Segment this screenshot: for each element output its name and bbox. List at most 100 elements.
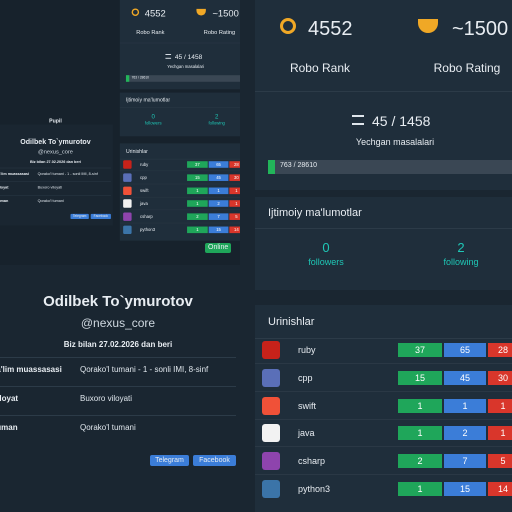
progress-bar: 763 / 28610 bbox=[268, 160, 512, 174]
divider bbox=[255, 91, 512, 92]
following-count[interactable]: 2 bbox=[457, 240, 465, 255]
language-icon bbox=[123, 186, 132, 195]
following-count[interactable]: 2 bbox=[214, 112, 219, 120]
trophy-icon bbox=[196, 8, 206, 16]
solved-value: 45 / 1458 bbox=[174, 53, 203, 61]
attempts-badge: 45 bbox=[444, 370, 486, 385]
attempts-badge: 15 bbox=[444, 482, 486, 496]
accepted-badge: 15 bbox=[398, 370, 442, 385]
joined: Biz bilan 27.02.2026 dan beri bbox=[63, 340, 173, 349]
wrong-badge: 30 bbox=[229, 174, 240, 181]
social-title: Ijtimoiy ma'lumotlar bbox=[268, 207, 362, 219]
wrong-badge: 1 bbox=[488, 398, 512, 413]
username: @nexus_core bbox=[38, 148, 73, 156]
language-icon bbox=[262, 396, 280, 415]
accepted-badge: 2 bbox=[187, 213, 208, 221]
divider bbox=[255, 338, 512, 339]
row-divider bbox=[255, 390, 512, 392]
list-icon bbox=[352, 115, 364, 125]
attempts-badge: 1 bbox=[444, 398, 486, 413]
language-icon bbox=[262, 341, 280, 359]
language-icon bbox=[262, 368, 280, 387]
attempts-badge: 7 bbox=[444, 454, 486, 469]
detail-value: Qorako'l tumani bbox=[80, 423, 136, 432]
accepted-badge: 1 bbox=[187, 200, 208, 207]
thumbnail: Pupil Odilbek To`ymurotov @nexus_core Biz b… bbox=[0, 0, 240, 265]
wrong-badge: 28 bbox=[488, 343, 512, 357]
social-link[interactable]: Facebook bbox=[90, 213, 111, 220]
language-name: java bbox=[298, 428, 315, 439]
language-name: ruby bbox=[140, 162, 149, 167]
accepted-badge: 1 bbox=[187, 226, 208, 234]
language-icon bbox=[123, 199, 132, 208]
detail-divider bbox=[0, 357, 236, 358]
wrong-badge: 1 bbox=[229, 200, 240, 207]
row-divider bbox=[255, 446, 512, 448]
wrong-badge: 1 bbox=[488, 426, 512, 441]
social-card bbox=[255, 197, 512, 290]
detail-value: Qorako'l tumani - 1 - sonli IMI, 8-sinf bbox=[37, 171, 98, 176]
social-title: Ijtimoiy ma'lumotlar bbox=[125, 97, 171, 103]
attempts-badge: 7 bbox=[208, 213, 229, 221]
wrong-badge: 5 bbox=[488, 454, 512, 469]
followers-count[interactable]: 0 bbox=[151, 112, 155, 120]
wrong-badge: 1 bbox=[229, 187, 240, 194]
rating-value: ~1500 bbox=[452, 18, 509, 40]
username: @nexus_core bbox=[80, 316, 156, 330]
detail-label: Viloyat bbox=[0, 394, 19, 403]
rank-value: 4552 bbox=[308, 18, 353, 40]
language-name: ruby bbox=[298, 345, 316, 355]
attempts-badge: 65 bbox=[208, 161, 229, 168]
trophy-icon bbox=[418, 19, 438, 33]
rank-label: Robo Rank bbox=[289, 61, 351, 75]
attempts-badge: 65 bbox=[444, 343, 486, 357]
language-icon bbox=[123, 212, 132, 221]
rating-label: Robo Rating bbox=[203, 28, 236, 36]
wrong-badge: 5 bbox=[229, 213, 240, 221]
rank-value: 4552 bbox=[144, 8, 166, 19]
language-name: swift bbox=[298, 400, 316, 411]
accepted-badge: 2 bbox=[398, 454, 442, 469]
accepted-badge: 37 bbox=[187, 161, 208, 168]
divider bbox=[255, 228, 512, 229]
stats-card bbox=[255, 0, 512, 190]
language-icon bbox=[123, 160, 132, 169]
detail-label: Ta'lim muassasasi bbox=[0, 171, 30, 176]
language-name: swift bbox=[140, 188, 149, 193]
language-icon bbox=[123, 225, 132, 235]
row-divider bbox=[255, 418, 512, 420]
social-link[interactable]: Telegram bbox=[150, 455, 189, 466]
detail-label: Tuman bbox=[0, 423, 18, 432]
row-divider bbox=[255, 363, 512, 364]
attempts-title: Urinishlar bbox=[268, 316, 315, 328]
medal-icon bbox=[280, 18, 296, 34]
accepted-badge: 1 bbox=[398, 398, 442, 413]
user-name: Odilbek To`ymurotov bbox=[20, 137, 91, 146]
followers-label: followers bbox=[144, 120, 162, 126]
language-icon bbox=[262, 480, 280, 498]
solved-label: Yechgan masalalari bbox=[167, 64, 205, 70]
language-icon bbox=[123, 173, 132, 182]
social-card bbox=[119, 92, 240, 137]
rating-label: Robo Rating bbox=[433, 61, 501, 75]
online-badge: Online bbox=[205, 243, 232, 253]
language-icon bbox=[262, 424, 280, 443]
row-divider bbox=[255, 474, 512, 476]
list-icon bbox=[165, 54, 172, 59]
solved-value: 45 / 1458 bbox=[372, 113, 431, 129]
social-link[interactable]: Telegram bbox=[70, 213, 89, 220]
attempts-badge: 2 bbox=[444, 426, 486, 441]
user-name: Odilbek To`ymurotov bbox=[43, 293, 193, 310]
accepted-badge: 37 bbox=[398, 343, 442, 357]
social-link[interactable]: Facebook bbox=[193, 455, 236, 466]
wrong-badge: 14 bbox=[229, 226, 240, 234]
page: Pupil Odilbek To`ymurotov @nexus_core Biz b… bbox=[0, 0, 240, 263]
joined: Biz bilan 27.02.2026 dan beri bbox=[29, 159, 81, 165]
detail-label: Ta'lim muassasasi bbox=[0, 365, 62, 374]
progress-fill bbox=[125, 75, 130, 82]
followers-count[interactable]: 0 bbox=[322, 240, 330, 255]
wrong-badge: 28 bbox=[229, 161, 240, 168]
attempts-badge: 45 bbox=[208, 174, 229, 181]
language-name: java bbox=[140, 201, 148, 207]
